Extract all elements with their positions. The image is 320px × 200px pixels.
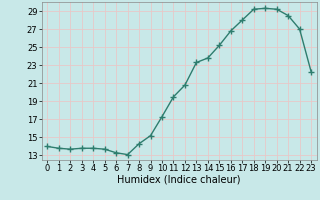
X-axis label: Humidex (Indice chaleur): Humidex (Indice chaleur) [117,175,241,185]
